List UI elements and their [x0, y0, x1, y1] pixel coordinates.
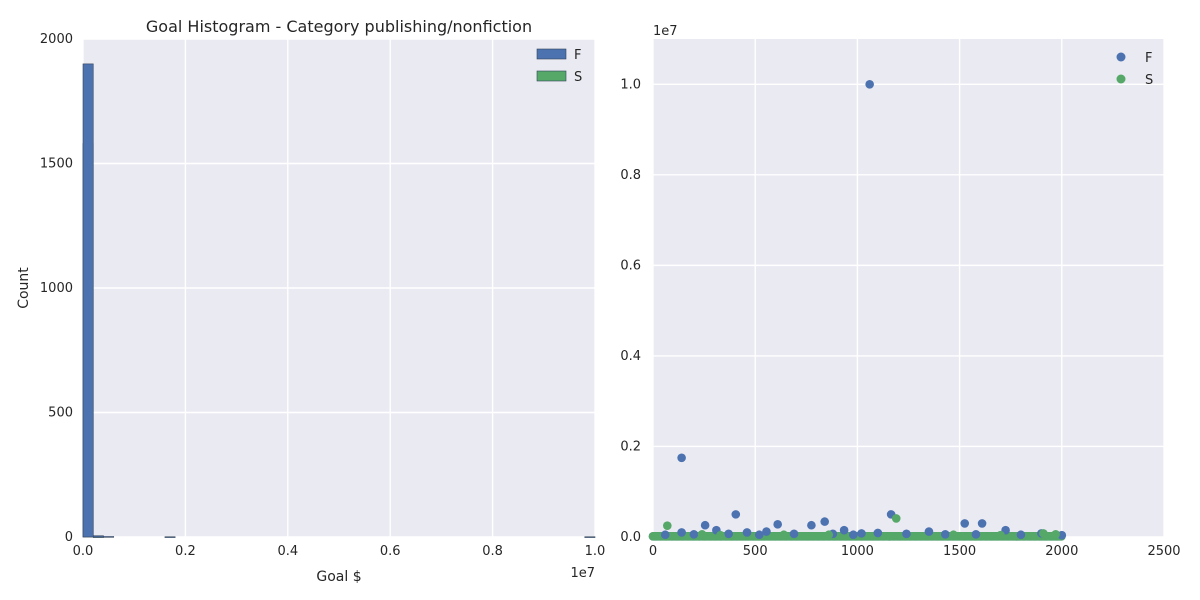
- scatter-gridlines: [652, 39, 1165, 538]
- scatter-point-F: [857, 529, 866, 538]
- scatter-point-F: [940, 529, 950, 539]
- scatter-point-F: [689, 529, 699, 539]
- scatter-point-F: [754, 530, 764, 540]
- scatter-y-tick-label: 0.4: [620, 349, 641, 364]
- scatter-point-F: [849, 530, 858, 540]
- scatter-point-F: [731, 510, 741, 519]
- scatter-point-F: [873, 528, 883, 538]
- scatter-y-tick-label: 0.6: [620, 258, 641, 273]
- scatter-point-S: [1039, 529, 1048, 538]
- scatter-point-S: [663, 521, 672, 530]
- scatter-point-F: [773, 520, 782, 529]
- scatter-y-tick-label: 0.0: [620, 530, 641, 545]
- scatter-point-S: [697, 529, 707, 539]
- histogram-x-tick-label: 0.0: [73, 544, 94, 559]
- histogram-bar-F: [103, 536, 115, 538]
- scatter-x-tick-label: 2000: [1045, 544, 1078, 559]
- histogram-y-tick-label: 500: [48, 406, 73, 421]
- scatter-point-S: [824, 530, 834, 540]
- scatter-point-F: [1016, 530, 1026, 540]
- scatter-legend-marker-S: [1116, 74, 1126, 84]
- scatter-y-tick-label: 0.8: [620, 168, 641, 183]
- histogram-legend-swatch-F: [536, 48, 567, 60]
- scatter-legend-label-F: F: [1145, 51, 1152, 66]
- histogram-bars: [82, 63, 596, 538]
- scatter-x-ticks: 0 500 1000 1500 2000 2500: [649, 544, 1181, 559]
- scatter-legend-marker-F: [1116, 52, 1126, 62]
- scatter-chart: 0 500 1000 1500 2000 2500 0.00.20.40.60.81.0 …: [620, 24, 1180, 559]
- histogram-y-tick-label: 0: [65, 530, 73, 545]
- histogram-bar-F: [92, 535, 104, 538]
- scatter-point-F: [971, 529, 981, 539]
- histogram-x-tick-label: 0.2: [175, 544, 196, 559]
- histogram-legend: FS: [536, 48, 582, 85]
- scatter-point-S: [716, 530, 725, 540]
- histogram-y-tick-label: 1000: [40, 281, 73, 296]
- scatter-legend-label-S: S: [1145, 73, 1153, 88]
- histogram-title: Goal Histogram - Category publishing/non…: [146, 17, 532, 36]
- histogram-x-axis-label: Goal $: [316, 569, 361, 585]
- scatter-legend: FS: [1116, 51, 1153, 88]
- scatter-point-S: [779, 530, 789, 540]
- histogram-bar-F: [82, 63, 94, 538]
- histogram-y-tick-label: 1500: [40, 157, 73, 172]
- scatter-point-F: [742, 528, 752, 537]
- scatter-point-F: [724, 529, 733, 539]
- scatter-point-F: [977, 519, 987, 528]
- scatter-point-S: [996, 530, 1005, 540]
- histogram-chart: 0.0 0.2 0.4 0.6 0.8 1.0 0 500 1000 1500 2000 Goal…: [16, 17, 605, 585]
- scatter-x-tick-label: 0: [649, 544, 657, 559]
- histogram-legend-label-F: F: [574, 48, 581, 63]
- scatter-point-F: [960, 519, 970, 528]
- scatter-point-F: [762, 527, 771, 536]
- scatter-point-F: [924, 527, 934, 536]
- scatter-x-tick-label: 500: [743, 544, 768, 559]
- scatter-x-tick-label: 1500: [943, 544, 976, 559]
- scatter-x-tick-label: 1000: [841, 544, 874, 559]
- histogram-legend-label-S: S: [574, 70, 582, 85]
- histogram-bar-F: [584, 536, 596, 538]
- scatter-y-tick-label: 1.0: [620, 77, 641, 92]
- histogram-legend-swatch-S: [536, 70, 567, 82]
- scatter-point-S: [1051, 529, 1060, 539]
- scatter-y-offset-label: 1e7: [653, 24, 678, 39]
- histogram-bar-F: [164, 536, 176, 538]
- scatter-y-ticks: 0.0 0.2 0.4 0.6 0.8 1.0: [620, 77, 641, 545]
- scatter-point-F: [677, 453, 686, 463]
- scatter-point-F: [677, 528, 686, 537]
- scatter-point-S: [949, 530, 958, 540]
- scatter-points: [648, 79, 1067, 541]
- scatter-y-tick-label: 0.2: [620, 439, 641, 454]
- histogram-x-tick-label: 0.8: [482, 544, 503, 559]
- histogram-y-ticks: 0 500 1000 1500 2000: [40, 32, 73, 545]
- scatter-point-F: [789, 529, 799, 539]
- histogram-y-axis-label: Count: [16, 267, 32, 309]
- histogram-x-tick-label: 1.0: [585, 544, 606, 559]
- histogram-gridlines: [82, 38, 596, 538]
- scatter-point-F: [660, 530, 670, 540]
- scatter-point-F: [839, 525, 849, 535]
- histogram-x-tick-label: 0.4: [277, 544, 298, 559]
- scatter-point-S: [891, 514, 901, 523]
- scatter-plot-area: [653, 39, 1164, 537]
- scatter-point-F: [902, 529, 911, 539]
- scatter-point-F: [700, 520, 710, 530]
- histogram-x-ticks: 0.0 0.2 0.4 0.6 0.8 1.0: [73, 544, 606, 559]
- scatter-point-F: [820, 517, 829, 526]
- scatter-point-F: [807, 520, 816, 530]
- histogram-x-offset-label: 1e7: [570, 566, 595, 581]
- histogram-x-tick-label: 0.6: [380, 544, 401, 559]
- scatter-x-tick-label: 2500: [1147, 544, 1180, 559]
- histogram-y-tick-label: 2000: [40, 32, 73, 47]
- scatter-point-F: [865, 79, 874, 89]
